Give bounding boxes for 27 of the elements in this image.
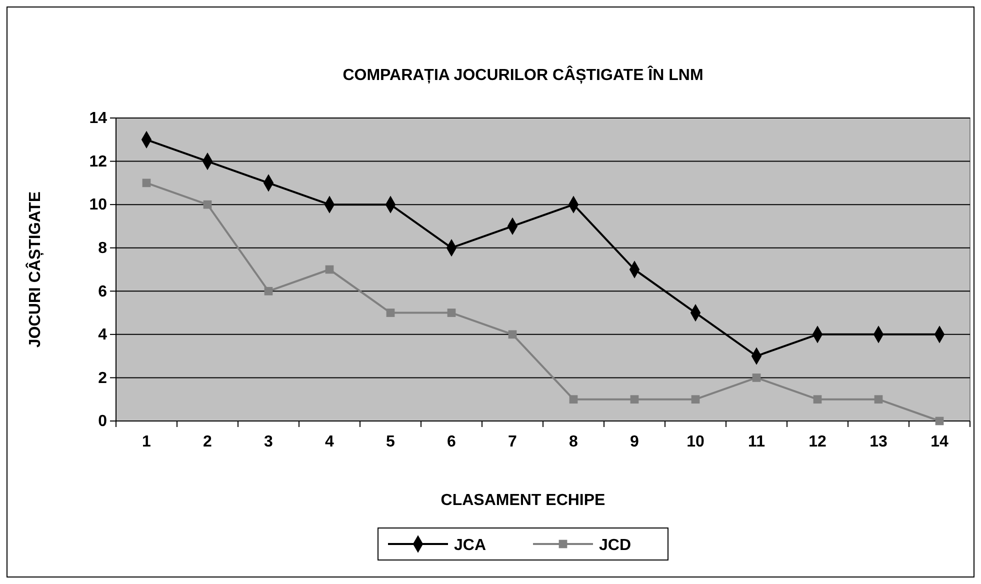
x-tick-label: 1 bbox=[142, 433, 152, 450]
x-tick-label: 9 bbox=[630, 433, 640, 450]
x-tick-label: 12 bbox=[808, 433, 826, 450]
x-tick-label: 2 bbox=[203, 433, 212, 450]
y-tick-label: 0 bbox=[98, 413, 108, 430]
y-axis-title: JOCURI CÂȘTIGATE bbox=[25, 191, 44, 348]
y-tick-label: 8 bbox=[98, 240, 108, 257]
y-tick-label: 10 bbox=[89, 196, 108, 214]
legend-label: JCD bbox=[599, 537, 632, 554]
y-tick-label: 12 bbox=[89, 153, 108, 170]
x-tick-label: 3 bbox=[264, 433, 274, 450]
y-tick-label: 4 bbox=[98, 326, 108, 344]
x-tick-label: 13 bbox=[870, 433, 888, 450]
x-tick-label: 7 bbox=[508, 433, 518, 450]
x-tick-label: 10 bbox=[686, 433, 704, 450]
y-tick-label: 6 bbox=[98, 283, 108, 300]
x-tick-label: 4 bbox=[325, 433, 334, 450]
x-tick-label: 6 bbox=[447, 433, 456, 450]
y-tick-label: 14 bbox=[89, 110, 108, 128]
x-tick-label: 14 bbox=[930, 433, 948, 450]
x-tick-label: 8 bbox=[569, 433, 578, 450]
x-axis-title: CLASAMENT ECHIPE bbox=[440, 492, 606, 509]
y-tick-label: 2 bbox=[98, 370, 108, 387]
x-tick-label: 5 bbox=[386, 433, 396, 450]
x-tick-label: 11 bbox=[748, 433, 766, 450]
chart-title: COMPARAȚIA JOCURILOR CÂȘTIGATE ÎN LNM bbox=[342, 65, 704, 84]
legend-label: JCA bbox=[454, 537, 486, 554]
